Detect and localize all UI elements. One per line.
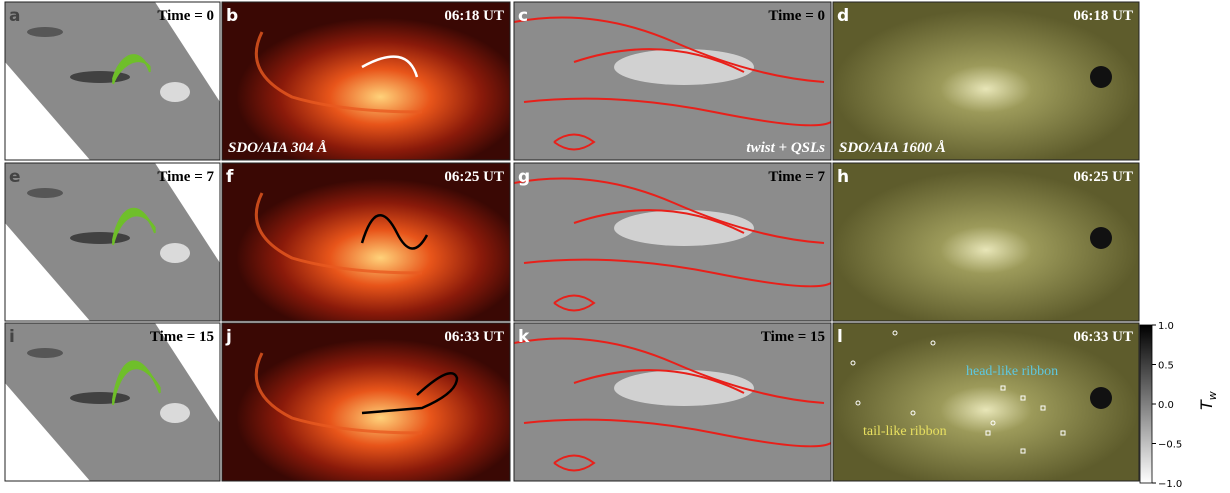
annotation: tail-like ribbon: [863, 424, 947, 439]
polarity: [70, 392, 130, 404]
panel-time: 06:25 UT: [1073, 169, 1133, 185]
panel-caption: SDO/AIA 304 Å: [228, 140, 327, 156]
panel-label: e: [9, 167, 21, 187]
panel-time: 06:18 UT: [1073, 8, 1133, 24]
colorbar-label: Tw: [1197, 391, 1219, 410]
polarity: [27, 27, 63, 37]
colorbar-tick-label: −1.0: [1158, 479, 1182, 490]
panel: b 06:18 UT SDO/AIA 304 Å: [222, 2, 510, 160]
panel-time: Time = 15: [761, 329, 825, 345]
colorbar-tick-label: 1.0: [1158, 321, 1174, 332]
panel: a Time = 0: [5, 2, 220, 160]
panel-label: h: [837, 167, 849, 187]
polarity: [70, 71, 130, 83]
colorbar-tick-label: 0.5: [1158, 361, 1174, 372]
polarity: [27, 188, 63, 198]
panel-label: c: [518, 6, 528, 26]
panel-label: a: [9, 6, 20, 26]
panel-label: g: [518, 167, 530, 187]
panel: g Time = 7: [514, 163, 831, 321]
panel-label: l: [837, 327, 843, 347]
panel: l 06:33 UT head-like ribbon tail-like ribbo…: [833, 323, 1139, 481]
panel: j 06:33 UT: [222, 323, 510, 481]
panel-time: Time = 0: [768, 8, 825, 24]
panel-caption: twist + QSLs: [746, 140, 825, 156]
panel-time: Time = 7: [768, 169, 825, 185]
colorbar-tick-label: 0.0: [1158, 400, 1174, 411]
polarity: [70, 232, 130, 244]
panel-bg: [222, 2, 510, 160]
panel: c Time = 0 twist + QSLs: [514, 2, 831, 160]
sunspot: [1090, 227, 1112, 249]
panel-label: j: [225, 327, 232, 347]
panel: h 06:25 UT: [833, 163, 1139, 321]
polarity: [160, 243, 190, 263]
panel-caption: SDO/AIA 1600 Å: [839, 140, 946, 156]
panel-label: i: [9, 327, 15, 347]
panel: f 06:25 UT: [222, 163, 510, 321]
panel: k Time = 15: [514, 323, 831, 481]
panel-time: Time = 15: [150, 329, 214, 345]
panel-time: 06:18 UT: [444, 8, 504, 24]
panel-label: k: [518, 327, 530, 347]
panel-bg: [222, 163, 510, 321]
figure: a Time = 0 b 06:18 UT SDO/AIA 304 Å c Time = 0…: [0, 0, 1230, 493]
panel: d 06:18 UT SDO/AIA 1600 Å: [833, 2, 1139, 160]
polarity: [160, 82, 190, 102]
panel: i Time = 15: [5, 323, 220, 481]
panel-label: f: [226, 167, 234, 187]
panel: e Time = 7: [5, 163, 220, 321]
polarity: [27, 348, 63, 358]
sunspot: [1090, 66, 1112, 88]
panel-time: 06:33 UT: [1073, 329, 1133, 345]
panel-time: 06:33 UT: [444, 329, 504, 345]
polarity: [160, 403, 190, 423]
panel-bg: [222, 323, 510, 481]
colorbar-label-sub: w: [1206, 391, 1219, 400]
sunspot: [1090, 387, 1112, 409]
annotation: head-like ribbon: [966, 364, 1058, 379]
panel-label: d: [837, 6, 849, 26]
colorbar: [1140, 325, 1152, 483]
panel-time: Time = 7: [157, 169, 214, 185]
panel-label: b: [226, 6, 238, 26]
colorbar-tick-label: −0.5: [1158, 440, 1182, 451]
panel-time: Time = 0: [157, 8, 214, 24]
panel-time: 06:25 UT: [444, 169, 504, 185]
